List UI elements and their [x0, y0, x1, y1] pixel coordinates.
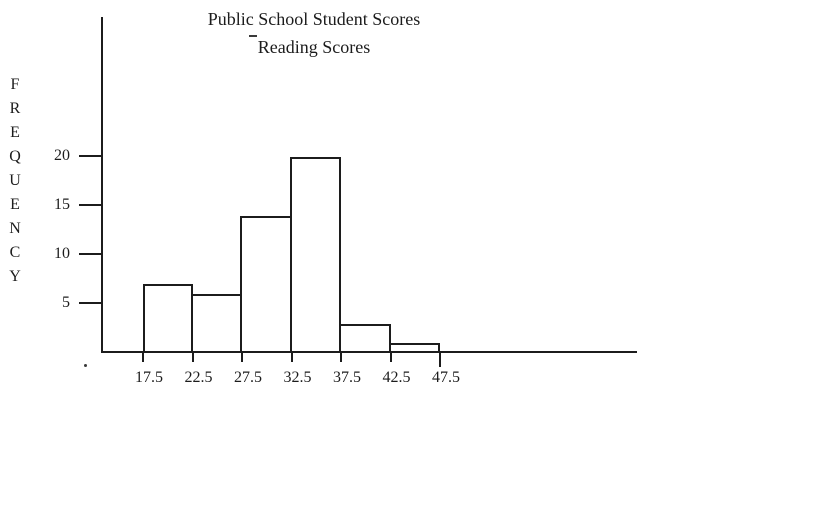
y-axis-title-letter: R: [9, 100, 21, 117]
x-tick-label: 17.5: [135, 369, 163, 386]
histogram-bar: [339, 324, 391, 353]
y-tick: [79, 155, 102, 157]
histogram-bar: [240, 216, 292, 353]
histogram-bar: [143, 284, 193, 353]
y-axis-title-letter: Y: [9, 268, 21, 285]
x-tick-label: 32.5: [283, 369, 312, 386]
x-tick-label: 37.5: [333, 369, 361, 386]
x-tick: [389, 353, 392, 362]
scan-artifact-dot: [84, 364, 87, 367]
y-axis-title-letter: E: [10, 196, 20, 213]
y-axis-title-letter: E: [10, 124, 20, 141]
x-tick-label: 27.5: [234, 369, 262, 386]
x-tick: [142, 353, 144, 362]
y-tick: [79, 204, 102, 206]
x-tick: [241, 353, 243, 362]
x-tick: [290, 353, 293, 362]
y-tick: [79, 253, 102, 255]
x-tick: [191, 353, 194, 362]
scan-artifact-dash: [249, 35, 257, 37]
y-axis-title-letter: U: [9, 172, 21, 189]
y-tick-label: 5: [62, 294, 70, 311]
histogram-bar: [289, 157, 341, 353]
x-tick: [340, 353, 342, 362]
y-tick-label: 20: [54, 147, 70, 164]
y-axis-title-letter: Q: [9, 148, 21, 165]
x-tick-label: 42.5: [382, 369, 411, 386]
x-tick-label: 22.5: [184, 369, 213, 386]
y-tick-label: 10: [54, 245, 70, 262]
chart-subtitle: Reading Scores: [257, 37, 371, 57]
y-tick: [79, 302, 102, 304]
y-axis-title-letter: C: [9, 244, 21, 261]
x-tick-label: 47.5: [432, 369, 460, 386]
chart-title: Public School Student Scores: [207, 9, 421, 29]
histogram-bar: [388, 343, 440, 353]
y-tick-label: 15: [54, 196, 70, 213]
histogram-bar: [190, 294, 242, 353]
x-tick: [439, 353, 441, 367]
y-axis-title-letter: N: [9, 220, 21, 237]
y-axis-line: [101, 17, 103, 353]
y-axis-title-letter: F: [10, 76, 20, 93]
